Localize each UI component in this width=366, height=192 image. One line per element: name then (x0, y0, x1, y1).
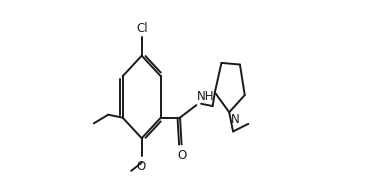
Text: Cl: Cl (136, 22, 147, 35)
Text: O: O (177, 149, 186, 162)
Text: N: N (231, 113, 239, 126)
Text: O: O (137, 160, 146, 173)
Text: NH: NH (197, 90, 215, 103)
